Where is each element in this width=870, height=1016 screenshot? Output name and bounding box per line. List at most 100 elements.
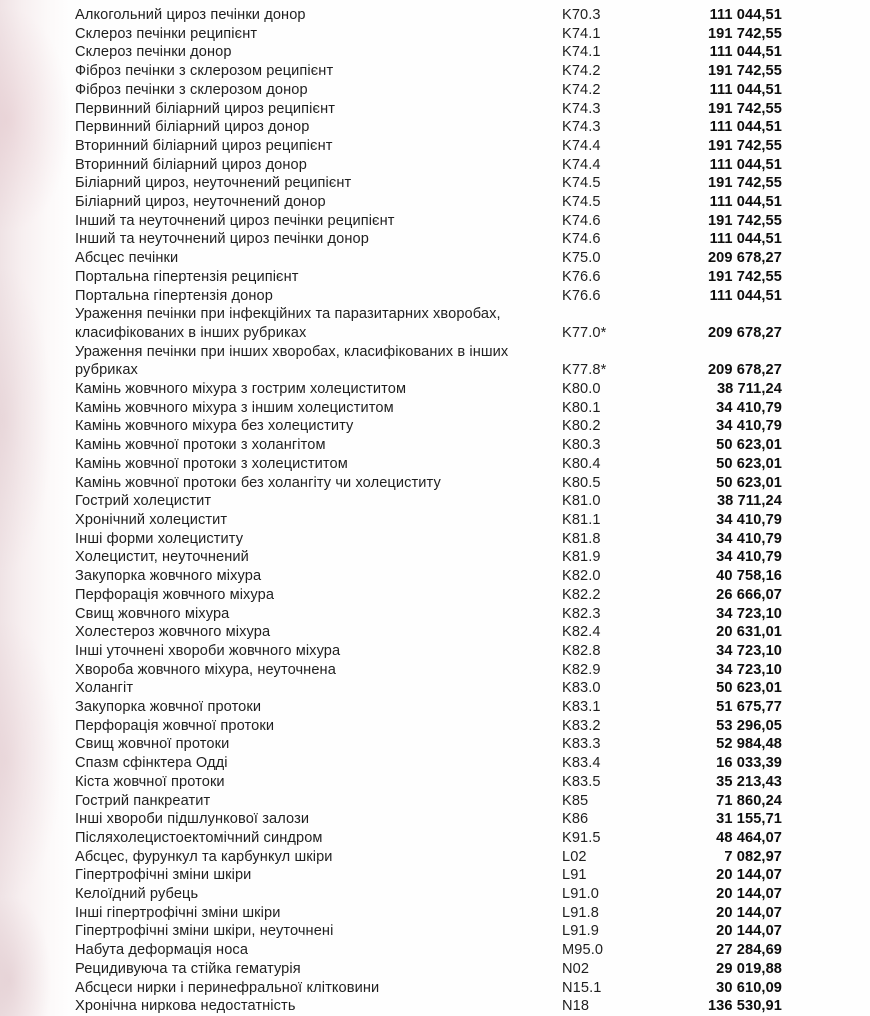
diagnosis-name: Фіброз печінки з склерозом реципієнт [75,63,334,80]
diagnosis-name: Фіброз печінки з склерозом донор [75,81,308,98]
icd-code: N02 [562,960,590,977]
icd-code: K80.5 [562,474,601,491]
icd-code: K81.1 [562,511,601,528]
icd-code: K83.5 [562,773,601,790]
diagnosis-name: Набута деформація носа [75,942,249,959]
diagnosis-name: Перфорація жовчної протоки [75,717,275,734]
icd-code: K74.1 [562,25,601,42]
tariff-amount: 50 623,01 [716,455,782,472]
tariff-amount: 35 213,43 [716,773,782,790]
diagnosis-name: Камінь жовчного міхура без холециститу [75,418,354,435]
diagnosis-name: Камінь жовчної протоки з холециститом [75,455,348,472]
tariff-amount: 20 144,07 [716,904,782,921]
tariff-amount: 38 711,24 [716,493,782,510]
diagnosis-name: Склероз печінки донор [75,44,232,61]
icd-code: K74.2 [562,81,601,98]
tariff-amount: 209 678,27 [707,362,782,379]
diagnosis-name: Свищ жовчної протоки [75,736,230,753]
icd-code: K82.8 [562,642,601,659]
table-row: Гострий панкреатит K85 71 860,24 [0,792,782,811]
icd-code: K82.4 [562,624,601,641]
icd-code: K83.0 [562,680,601,697]
table-row: Абсцес, фурункул та карбункул шкіри L02 7 … [0,848,782,867]
table-row: Біліарний цироз, неуточнений донор K74.5 1… [0,193,782,212]
icd-code: K74.5 [562,175,601,192]
icd-code: K77.0* [562,324,607,341]
table-row: Рецидивуюча та стійка гематурія N02 29 019… [0,960,782,979]
table-row: Спазм сфінктера Одді K83.4 16 033,39 [0,754,782,773]
tariff-amount: 31 155,71 [716,811,782,828]
tariff-amount: 27 284,69 [716,942,782,959]
diagnosis-name: Абсцеси нирки і перинефральної клітковин… [75,979,380,996]
table-row: Хронічний холецистит K81.1 34 410,79 [0,511,782,530]
tariff-amount: 111 044,51 [709,7,782,23]
table-row: Післяхолецистоектомічний синдром K91.5 48 … [0,829,782,848]
table-row: Інший та неуточнений цироз печінки донор… [0,230,782,249]
table-row: Вторинний біліарний цироз реципієнт K74.4… [0,137,782,156]
icd-code: K81.0 [562,493,601,510]
diagnosis-name: Вторинний біліарний цироз донор [75,156,307,173]
table-row: Холангіт K83.0 50 623,01 [0,679,782,698]
tariff-amount: 52 984,48 [716,736,782,753]
icd-code: L91.9 [562,923,600,940]
diagnosis-name: Рецидивуюча та стійка гематурія [75,960,301,977]
diagnosis-name: Гострий панкреатит [75,792,211,809]
tariff-amount: 50 623,01 [716,437,782,454]
table-row: Перфорація жовчного міхура K82.2 26 666,07 [0,586,782,605]
table-row: Склероз печінки реципієнт K74.1 191 742,55 [0,25,782,44]
table-row: Холецистит, неуточнений K81.9 34 410,79 [0,548,782,567]
icd-code: K82.0 [562,568,601,585]
diagnosis-name: Хвороба жовчного міхура, неуточнена [75,661,336,678]
table-row: Інший та неуточнений цироз печінки рецип… [0,212,782,231]
icd-code: K74.3 [562,119,601,136]
icd-code: K76.6 [562,287,601,304]
icd-code: M95.0 [562,942,604,959]
table-row: Інші форми холециститу K81.8 34 410,79 [0,530,782,549]
tariff-amount: 34 410,79 [716,530,782,547]
diagnosis-name: Гіпертрофічні зміни шкіри, неуточнені [75,923,334,940]
tariff-amount: 191 742,55 [707,212,782,229]
diagnosis-name: Портальна гіпертензія донор [75,287,273,304]
tariff-amount: 111 044,51 [709,194,782,211]
diagnosis-name: Біліарний цироз, неуточнений реципієнт [75,175,352,192]
tariff-amount: 29 019,88 [716,960,782,977]
icd-code: K74.4 [562,156,601,173]
diagnosis-name: Інші гіпертрофічні зміни шкіри [75,904,281,921]
tariff-amount: 26 666,07 [716,586,782,603]
tariff-amount: 34 410,79 [716,418,782,435]
icd-code: K80.0 [562,381,601,398]
tariff-amount: 34 410,79 [716,399,782,416]
icd-code: N15.1 [562,979,602,996]
diagnosis-name: Інші уточнені хвороби жовчного міхура [75,642,341,659]
diagnosis-name: Спазм сфінктера Одді [75,755,228,772]
diagnosis-name: Біліарний цироз, неуточнений донор [75,194,326,211]
diagnosis-name: Камінь жовчної протоки з холангітом [75,437,326,454]
tariff-amount: 48 464,07 [716,829,782,846]
table-row: Гіпертрофічні зміни шкіри, неуточнені L91… [0,922,782,941]
icd-code: K82.9 [562,661,601,678]
table-row: Кіста жовчної протоки K83.5 35 213,43 [0,773,782,792]
tariff-amount: 34 723,10 [716,661,782,678]
icd-code: K82.2 [562,586,601,603]
table-row: Абсцеси нирки і перинефральної клітковин… [0,979,782,998]
table-row: Фіброз печінки з склерозом реципієнт K74.… [0,62,782,81]
diagnosis-name: Абсцес, фурункул та карбункул шкіри [75,848,333,865]
diagnosis-name: Алкогольний цироз печінки донор [75,7,306,23]
diagnosis-name: Закупорка жовчної протоки [75,699,262,716]
icd-code: K74.4 [562,137,601,154]
icd-code: K81.9 [562,549,601,566]
icd-code: N18 [562,998,590,1015]
table-row: Інші гіпертрофічні зміни шкіри L91.8 20 14… [0,904,782,923]
tariff-amount: 20 144,07 [716,867,782,884]
icd-code: K86 [562,811,589,828]
table-row: Ураження печінки при інших хворобах, кла… [0,343,782,380]
tariff-amount: 191 742,55 [707,175,782,192]
icd-code: L91 [562,867,587,884]
tariff-amount: 191 742,55 [707,137,782,154]
diagnosis-name: Портальна гіпертензія реципієнт [75,268,299,285]
tariff-amount: 111 044,51 [709,119,782,136]
diagnosis-name: Келоїдний рубець [75,886,199,903]
tariff-amount: 30 610,09 [716,979,782,996]
icd-code: L02 [562,848,587,865]
icd-code: K74.6 [562,212,601,229]
